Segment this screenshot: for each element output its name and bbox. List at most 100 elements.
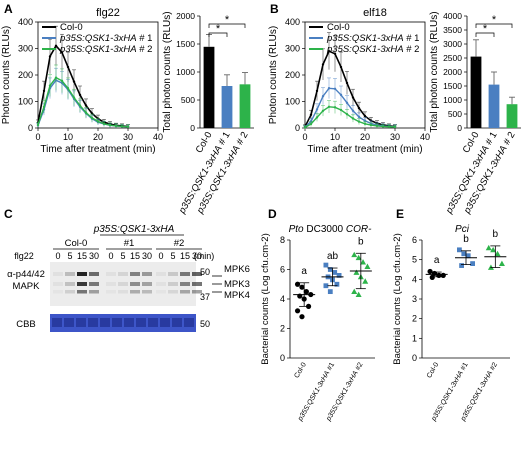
series-point [90,116,94,120]
data-point [294,281,301,287]
cbb-band [148,318,158,327]
series-point [66,65,70,69]
series-point [327,49,331,53]
line-chart-title: elf18 [363,7,387,19]
series-point [345,101,349,105]
data-point [427,268,433,275]
band-mpk4 [118,290,128,294]
treatment-label: flg22 [14,251,34,261]
series-point [48,84,52,87]
blot-membrane [50,262,196,306]
marker-50: 50 [200,267,210,277]
y-tick-label: 100 [18,97,33,107]
series-line [304,50,396,128]
bar [488,84,500,128]
series-point [303,126,307,129]
band-mpk6 [192,272,202,276]
panel-D-title: Pto DC3000 COR- [289,224,372,235]
series-point [339,93,343,97]
time-label: 0 [158,251,163,261]
legend-label: p35S:QSK1-3xHA # 1 [59,33,152,44]
group-letter: b [493,229,499,240]
sig-bracket [208,23,246,28]
series-point [78,93,82,97]
series-point [327,105,331,109]
cbb-band [76,318,86,327]
x-axis-label: Time after treatment (min) [307,144,422,155]
band-mpk4 [65,290,75,294]
band-mpk6 [156,272,166,276]
y-tick-label: 300 [285,44,300,54]
band-mpk4 [53,290,63,294]
time-label: 30 [89,251,99,261]
x-tick-label: 30 [390,132,400,142]
data-point [334,281,340,287]
y-tick-label: 6 [280,265,285,275]
panel-letter-C: C [4,207,13,221]
sig-star: * [225,14,230,26]
sig-bracket [208,32,228,37]
band-label-mpk6: MPK6 [224,264,250,275]
y-axis-label: Bacterial counts (Log cfu.cm-2) [260,233,271,364]
series-point [357,106,361,110]
cbb-band [64,318,74,327]
band-mpk4 [89,290,99,294]
cbb-gel [50,314,196,332]
data-point [351,288,358,295]
x-tick-label: 10 [63,132,73,142]
y-tick-label: 200 [18,70,33,80]
data-point [461,251,467,257]
series-point [309,122,313,126]
y-tick-label: 2000 [176,11,195,21]
time-label: 0 [55,251,60,261]
series-line [304,87,396,128]
y-tick-label: 0 [28,123,33,133]
y-tick-label: 1000 [176,67,195,77]
band-mpk3 [156,282,166,286]
x-tick-label: 40 [153,132,163,142]
band-mpk3 [118,282,128,286]
y-tick-label: 0 [457,123,462,133]
series-point [345,113,349,116]
y-tick-label: 1 [412,333,417,343]
time-label: 5 [67,251,72,261]
time-unit-label: (min) [194,251,215,261]
bar [221,86,233,128]
band-mpk6 [89,272,99,276]
series-point [321,63,325,66]
series-point [339,108,343,112]
band-mpk6 [168,272,178,276]
y-tick-label: 200 [285,70,300,80]
y-tick-label: 2 [280,324,285,334]
x-tick-label: 40 [420,132,430,142]
y-tick-label: 3 [412,294,417,304]
series-point [339,65,343,69]
sig-star: * [492,14,497,26]
x-tick-label: 0 [35,132,40,142]
group-label: #2 [174,238,185,249]
band-mpk4 [77,290,87,294]
panel-E-title: Pci [455,224,470,235]
data-point [336,273,342,278]
y-tick-label: 2 [412,314,417,324]
sig-bracket [475,23,513,28]
y-tick-label: 3500 [443,25,462,35]
y-tick-label: 0 [190,123,195,133]
data-point [353,269,360,275]
data-point [440,272,446,278]
band-label-mpk3: MPK3 [224,279,250,290]
cbb-band [52,318,62,327]
y-tick-label: 0 [412,353,417,363]
series-point [96,120,100,123]
y-tick-label: 4000 [443,11,462,21]
y-axis-label: Photon counts (RLUs) [268,26,279,124]
series-line [37,44,129,128]
bar-y-axis-label: Total photon counts (RLUs) [162,11,173,132]
series-point [60,79,64,83]
cbb-band [88,318,98,327]
band-mpk4 [106,290,116,294]
series-point [375,124,379,128]
y-tick-label: 1000 [443,95,462,105]
